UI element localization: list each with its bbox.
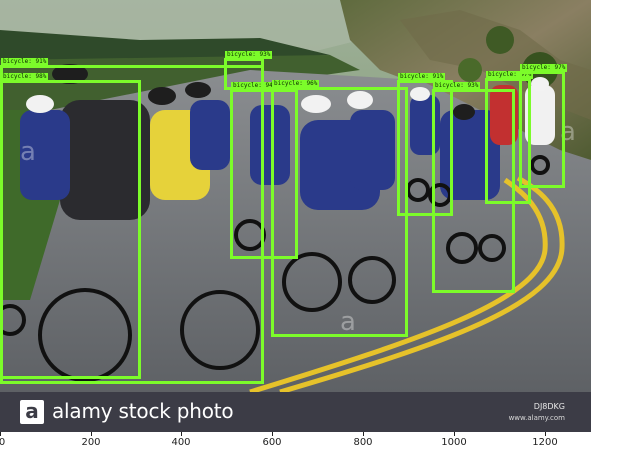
watermark-2: a: [340, 307, 356, 337]
detection-label: bicycle: 97%: [520, 64, 568, 72]
x-tick-label: 800: [353, 437, 373, 448]
x-tick-label: 1000: [441, 437, 467, 448]
image-id: DJ8DKG: [533, 402, 565, 411]
watermark-1: a: [20, 137, 36, 167]
detection-label: bicycle: 93%: [225, 51, 273, 59]
site-url: www.alamy.com: [508, 414, 565, 422]
x-tick-label: 600: [262, 437, 282, 448]
detection-label: bicycle: 91%: [1, 58, 49, 66]
x-tick-mark: [545, 432, 546, 436]
detection-label: bicycle: 98%: [1, 73, 49, 81]
x-tick-label: 200: [81, 437, 101, 448]
detection-box-2: bicycle: 91%: [0, 58, 264, 384]
detection-label: bicycle: 93%: [433, 82, 481, 90]
x-tick-mark: [0, 432, 1, 436]
x-axis: 0 200 400 600 800 1000 1200: [0, 432, 617, 458]
x-tick-mark: [272, 432, 273, 436]
x-tick-mark: [91, 432, 92, 436]
watermark-footer: a alamy stock photo DJ8DKG www.alamy.com: [0, 392, 591, 432]
x-tick-label: 400: [171, 437, 191, 448]
x-tick-mark: [454, 432, 455, 436]
x-tick-mark: [181, 432, 182, 436]
detection-label: bicycle: 96%: [272, 80, 320, 88]
photo: a a a bicycle: 98% bicycle: 91% bicycle:…: [0, 0, 591, 392]
detection-label: bicycle: 94%: [231, 82, 279, 90]
alamy-logo: a: [20, 400, 44, 424]
detection-box-7: bicycle: 93%: [432, 82, 515, 293]
x-tick-label: 0: [0, 437, 6, 448]
x-tick-mark: [363, 432, 364, 436]
detection-box-9: bicycle: 97%: [519, 64, 568, 188]
brand-text: alamy stock photo: [52, 399, 234, 423]
detection-box-4: bicycle: 94%: [230, 82, 298, 259]
detection-box-5: bicycle: 96%: [271, 80, 408, 337]
detection-box-6: bicycle: 91%: [397, 73, 453, 216]
detection-box-8: bicycle: 97%: [485, 71, 534, 204]
x-tick-label: 1200: [532, 437, 558, 448]
detection-label: bicycle: 97%: [486, 71, 534, 79]
detection-label: bicycle: 91%: [398, 73, 446, 81]
